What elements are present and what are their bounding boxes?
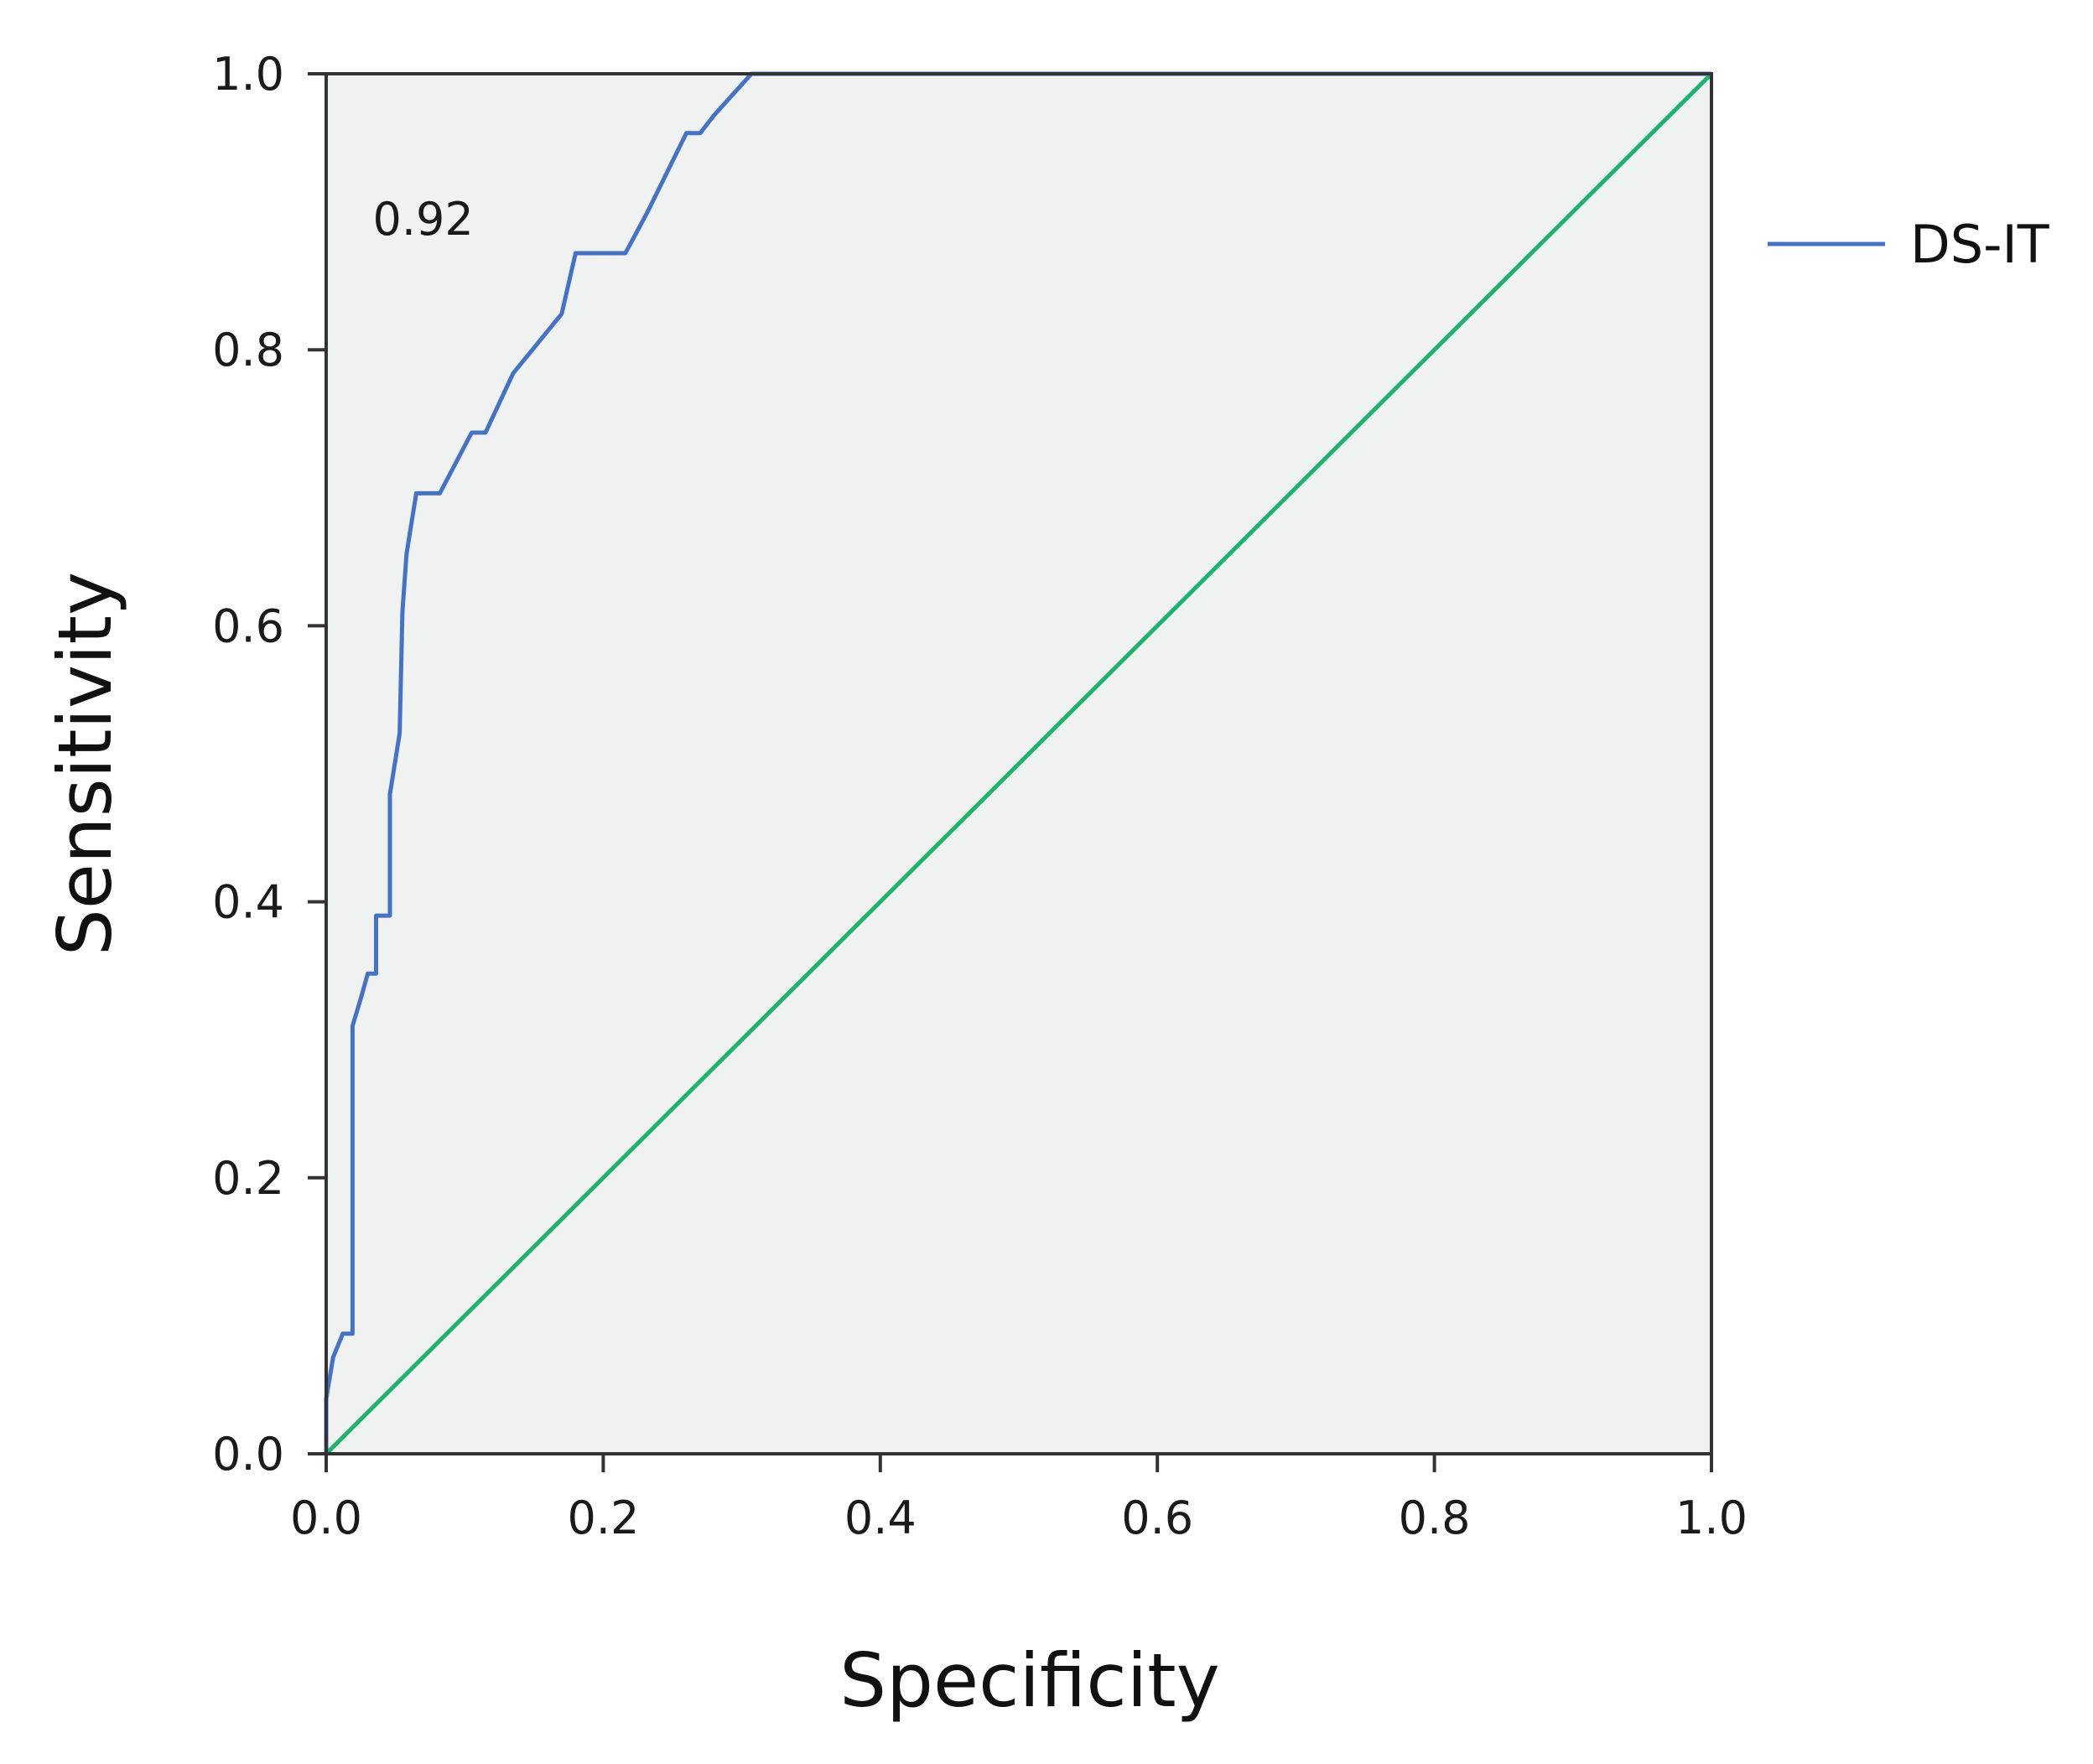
reference-diagonal-line	[325, 72, 1713, 1455]
x-tick-label: 0.2	[567, 1492, 639, 1544]
plot-frame	[325, 72, 1713, 1455]
y-tick-label: 0.6	[212, 599, 284, 652]
y-axis-ticks: 0.0 0.2 0.4 0.6 0.8 1.0	[212, 48, 326, 1481]
legend-label-ds-it: DS-IT	[1910, 214, 2050, 275]
x-tick-label: 0.6	[1121, 1492, 1193, 1544]
x-tick-label: 1.0	[1675, 1492, 1748, 1544]
y-tick-label: 0.4	[212, 876, 284, 929]
x-tick-label: 0.8	[1399, 1492, 1471, 1544]
x-axis-title: Specificity	[839, 1637, 1220, 1724]
roc-curve-ds-it	[324, 71, 1711, 1454]
y-tick-label: 0.0	[212, 1428, 284, 1481]
x-tick-label: 0.4	[844, 1492, 917, 1544]
y-tick-label: 1.0	[212, 48, 284, 101]
x-tick-label: 0.0	[290, 1492, 362, 1544]
y-tick-label: 0.2	[212, 1152, 284, 1205]
y-tick-label: 0.8	[212, 324, 284, 376]
y-axis-title: Sensitivity	[42, 572, 128, 956]
x-axis-ticks: 0.0 0.2 0.4 0.6 0.8 1.0	[290, 1454, 1748, 1544]
auc-annotation: 0.92	[373, 193, 474, 246]
legend: DS-IT	[1768, 214, 2050, 275]
